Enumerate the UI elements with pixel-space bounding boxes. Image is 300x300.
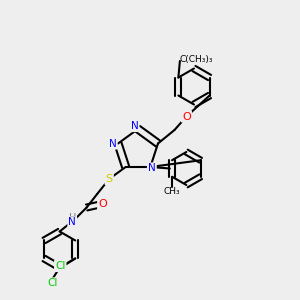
- Text: O: O: [182, 112, 191, 122]
- Text: Cl: Cl: [55, 261, 65, 271]
- Text: C(CH₃)₃: C(CH₃)₃: [180, 55, 213, 64]
- Text: S: S: [106, 174, 113, 184]
- Text: H: H: [69, 213, 76, 223]
- Text: N: N: [148, 164, 156, 173]
- Text: CH₃: CH₃: [164, 187, 180, 196]
- Text: Cl: Cl: [47, 278, 57, 288]
- Text: O: O: [98, 200, 107, 209]
- Text: N: N: [68, 218, 76, 227]
- Text: N: N: [130, 121, 138, 131]
- Text: N: N: [109, 139, 116, 148]
